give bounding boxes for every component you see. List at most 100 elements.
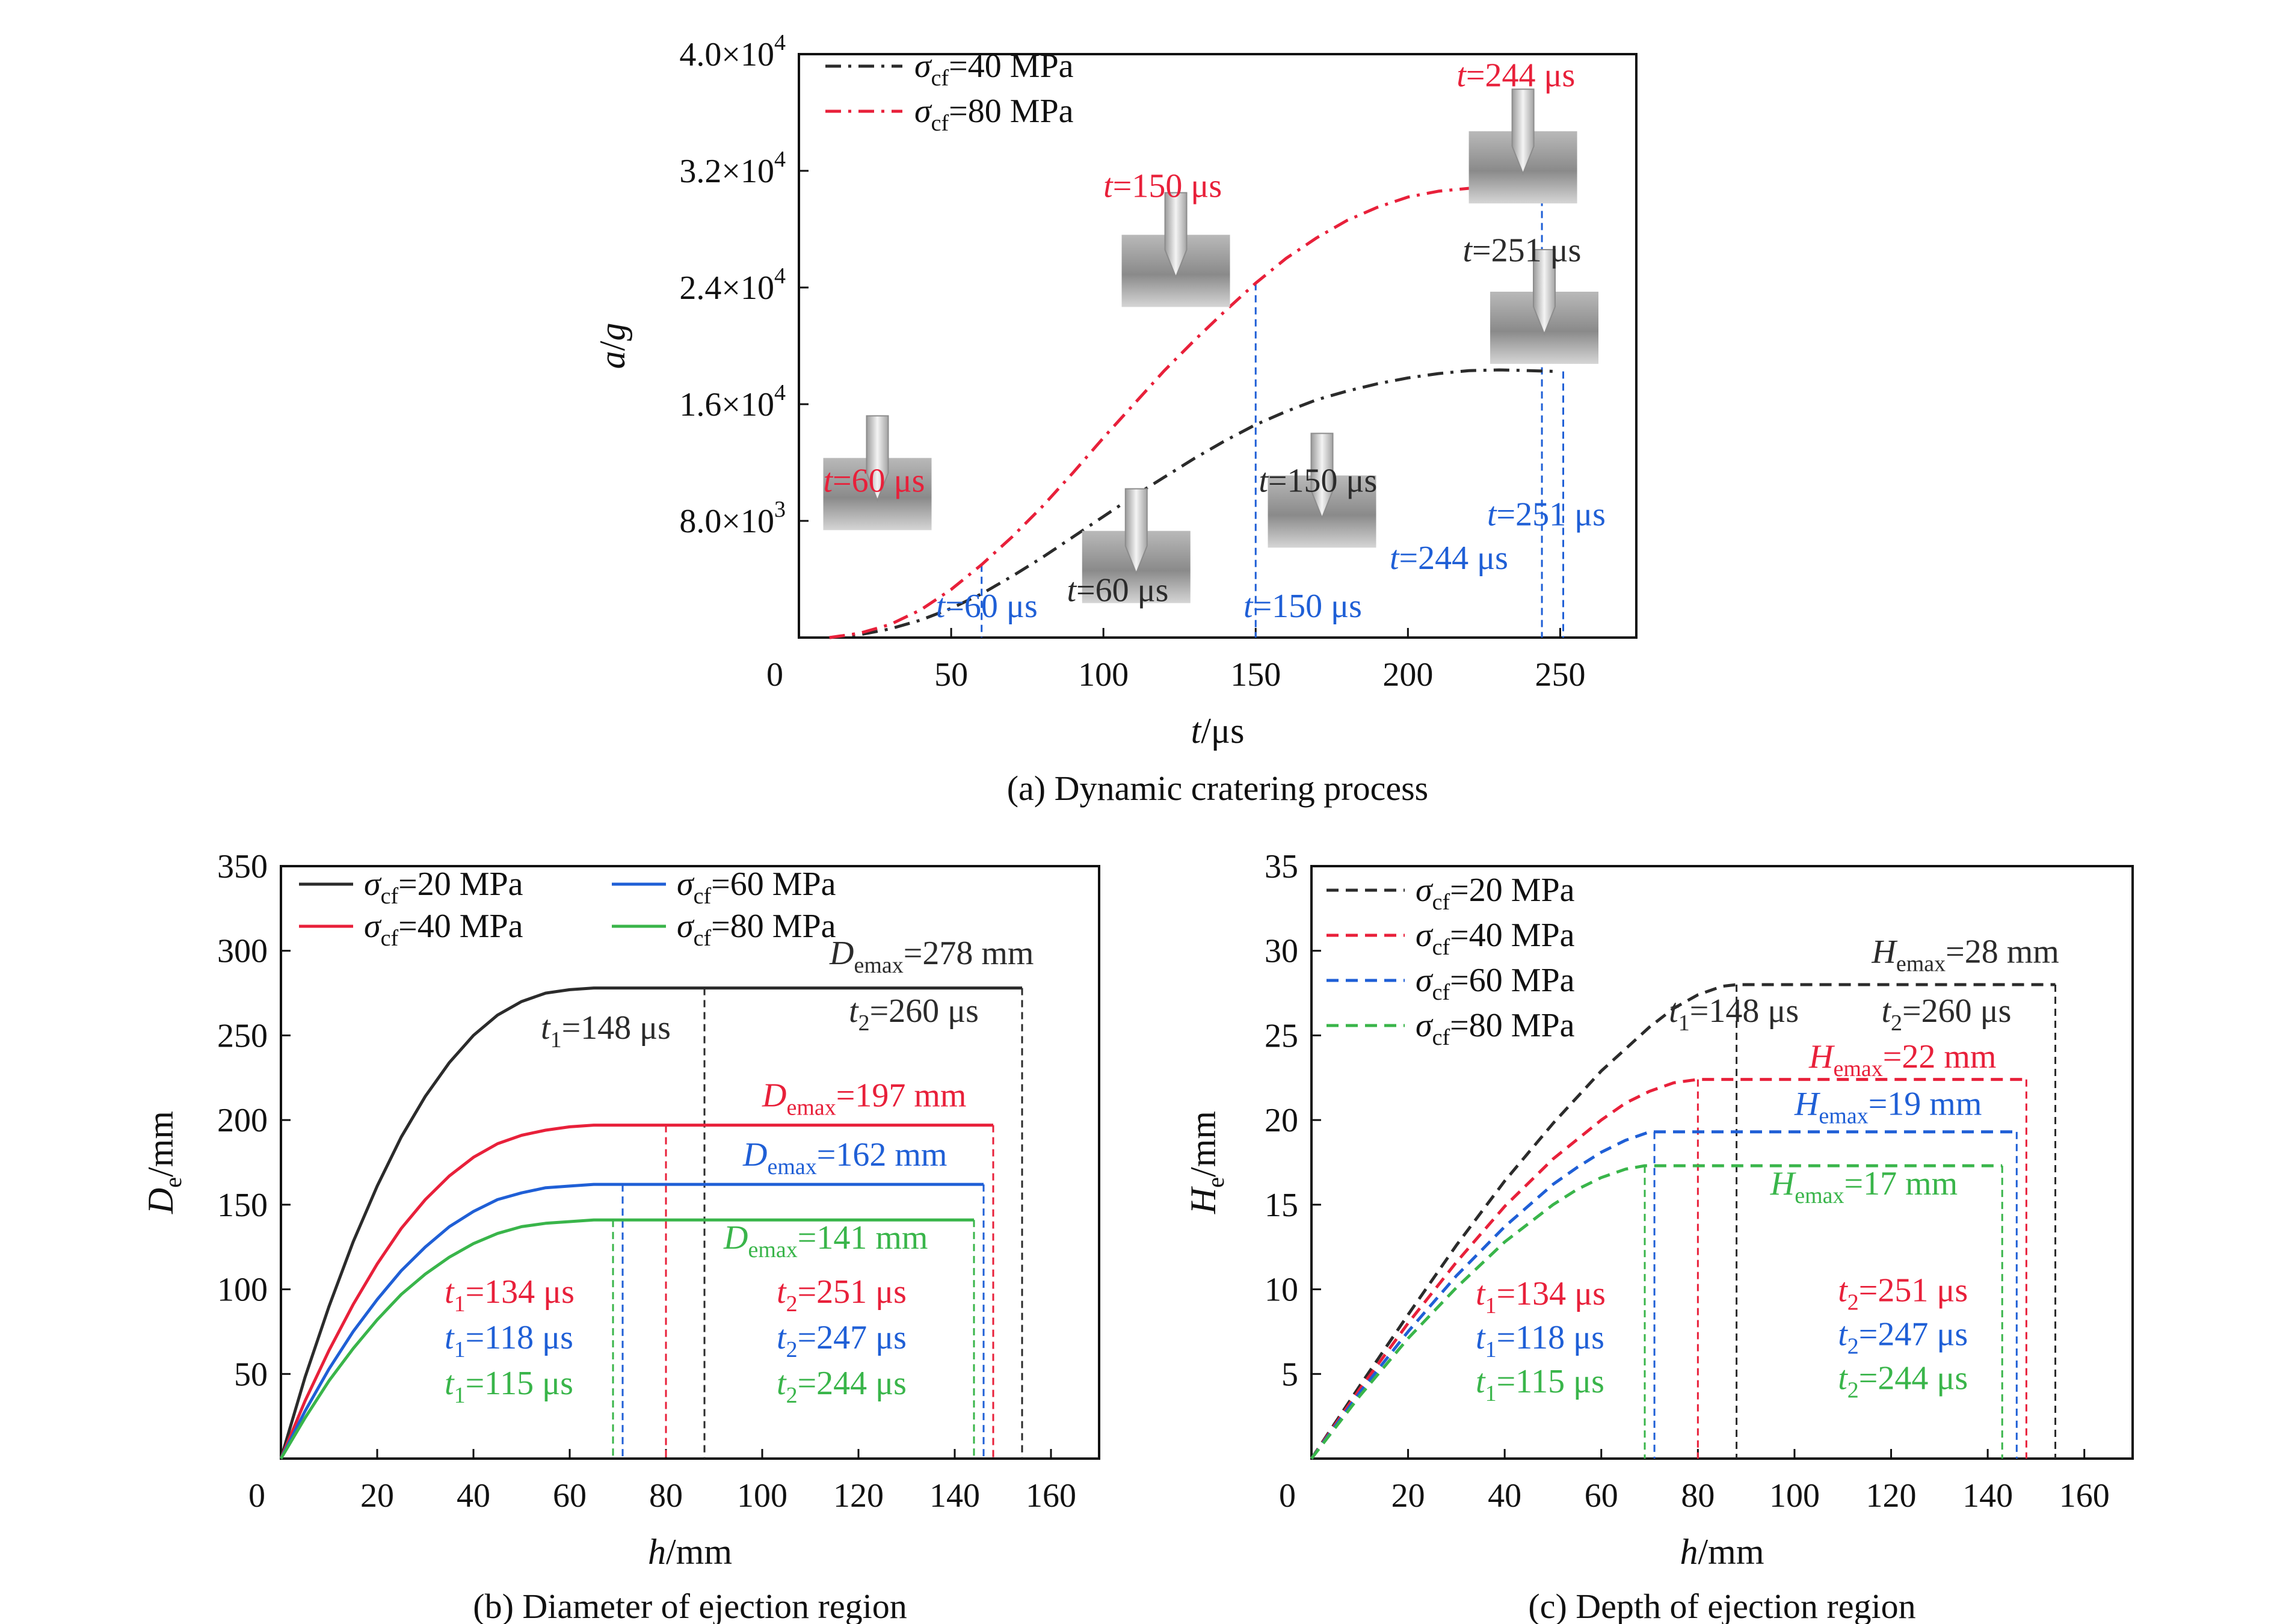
- annotation-label: Hemax=17 mm: [1770, 1165, 1958, 1208]
- x-tick-label: 200: [1382, 656, 1433, 694]
- x-tick-label: 80: [1681, 1477, 1715, 1515]
- series-line: [1310, 1130, 2017, 1460]
- annotation-label: t=60 μs: [936, 588, 1038, 625]
- series-line: [279, 1124, 993, 1459]
- annotation-label: t1=118 μs: [445, 1319, 573, 1362]
- crater-inset-image: [1468, 88, 1577, 204]
- legend-label: σcf=80 MPa: [1416, 1007, 1575, 1050]
- x-tick-label: 160: [2059, 1477, 2110, 1515]
- annotation-label: t=150 μs: [1103, 168, 1222, 205]
- annotation-label: Demax=278 mm: [829, 935, 1034, 978]
- x-tick-label: 60: [553, 1477, 587, 1515]
- crater-inset-image: [1082, 488, 1191, 603]
- crater-inset-image: [1121, 192, 1230, 307]
- projectile: [1511, 88, 1535, 175]
- annotation-label: t2=251 μs: [777, 1273, 907, 1317]
- legend-label: σcf=20 MPa: [1416, 872, 1575, 915]
- legend-label: σcf=60 MPa: [677, 866, 836, 909]
- y-tick-label: 50: [234, 1356, 268, 1393]
- annotation-label: t=244 μs: [1456, 57, 1575, 94]
- series-line: [829, 368, 1555, 639]
- annotation-label: t1=115 μs: [1476, 1363, 1604, 1406]
- series-line: [279, 986, 1022, 1459]
- projectile: [866, 415, 889, 502]
- panel-c-depth-ejection: 0 20 40 60 80 100 120 140 160 5 10 15 20 25 30 35 h/mm He…: [1183, 848, 2134, 1624]
- annotation-label: t2=244 μs: [777, 1365, 907, 1408]
- legend-label: σcf=60 MPa: [1416, 962, 1575, 1005]
- annotation-label: t=150 μs: [1259, 463, 1377, 500]
- y-tick-label: 200: [217, 1102, 268, 1139]
- x-tick-label: 0: [248, 1477, 265, 1515]
- y-tick-label: 15: [1265, 1187, 1298, 1224]
- projectile: [1164, 192, 1188, 279]
- annotation-label: t1=134 μs: [1476, 1275, 1606, 1318]
- annotation-label: Hemax=19 mm: [1794, 1086, 1982, 1129]
- y-tick-label: 35: [1265, 848, 1298, 885]
- annotation-label: t2=251 μs: [1838, 1272, 1968, 1315]
- y-tick-label: 350: [217, 848, 268, 885]
- annotation-label: t2=247 μs: [1838, 1315, 1968, 1359]
- x-tick-label: 50: [934, 656, 968, 694]
- series-line: [1310, 983, 2056, 1460]
- annotation-label: t=60 μs: [1067, 571, 1168, 609]
- series-line: [829, 185, 1542, 639]
- panel-caption: (b) Diameter of ejection region: [473, 1587, 907, 1624]
- y-tick-label: 3.2×104: [679, 147, 786, 190]
- y-tick-label: 8.0×103: [679, 497, 786, 540]
- projectile: [1124, 488, 1148, 575]
- legend-label: σcf=20 MPa: [364, 866, 523, 909]
- panel-caption: (c) Depth of ejection region: [1528, 1587, 1915, 1624]
- x-tick-label: 150: [1230, 656, 1281, 694]
- x-tick-label: 60: [1585, 1477, 1618, 1515]
- series-line: [279, 1183, 984, 1460]
- annotation-label: Demax=162 mm: [742, 1136, 947, 1180]
- x-tick-label: 40: [1488, 1477, 1521, 1515]
- legend-label: σcf=80 MPa: [677, 908, 836, 951]
- legend-label: σcf=40 MPa: [914, 48, 1074, 91]
- x-tick-label: 140: [929, 1477, 980, 1515]
- annotation-label: t=244 μs: [1390, 540, 1508, 577]
- panel-a-dynamic-cratering: 0 50 100 150 200 250 8.0×103 1.6×104 2.4×104 3.2×…: [593, 30, 1638, 808]
- y-tick-label: 2.4×104: [679, 263, 786, 307]
- annotation-label: t2=244 μs: [1838, 1360, 1968, 1403]
- crater-inset-image: [1268, 432, 1376, 548]
- series-line: [279, 1218, 974, 1460]
- x-axis-label: h/mm: [1680, 1532, 1764, 1572]
- annotation-label: t=251 μs: [1462, 232, 1581, 269]
- x-tick-label: 160: [1026, 1477, 1076, 1515]
- y-axis-label: a/g: [593, 323, 632, 369]
- series-line: [1310, 1164, 2003, 1460]
- annotation-label: t=60 μs: [823, 463, 925, 500]
- y-tick-label: 20: [1265, 1102, 1298, 1139]
- x-tick-label: 140: [1962, 1477, 2013, 1515]
- y-tick-label: 5: [1281, 1356, 1298, 1393]
- annotation-label: t1=115 μs: [445, 1365, 573, 1408]
- annotation-label: Hemax=28 mm: [1871, 933, 2059, 976]
- legend-label: σcf=80 MPa: [914, 93, 1074, 136]
- x-tick-label: 0: [766, 656, 783, 694]
- x-tick-label: 0: [1279, 1477, 1296, 1515]
- y-tick-label: 150: [217, 1187, 268, 1224]
- annotation-label: t1=134 μs: [445, 1273, 575, 1317]
- plot-frame: [798, 53, 1638, 639]
- y-tick-label: 300: [217, 933, 268, 970]
- y-tick-label: 30: [1265, 933, 1298, 970]
- crater-inset-image: [823, 415, 932, 531]
- legend-label: σcf=40 MPa: [364, 908, 523, 951]
- projectile: [1533, 248, 1556, 336]
- annotation-label: Hemax=22 mm: [1808, 1038, 1996, 1081]
- projectile: [1310, 432, 1334, 520]
- annotation-label: t=150 μs: [1243, 588, 1362, 625]
- x-tick-label: 20: [1391, 1477, 1425, 1515]
- annotation-label: t2=260 μs: [849, 992, 979, 1036]
- x-tick-label: 120: [833, 1477, 884, 1515]
- annotation-label: t1=148 μs: [541, 1009, 671, 1053]
- y-tick-label: 250: [217, 1017, 268, 1054]
- plot-frame: [1310, 865, 2134, 1460]
- series-line: [1310, 1078, 2027, 1460]
- annotation-label: t2=247 μs: [777, 1319, 907, 1362]
- x-tick-label: 120: [1866, 1477, 1917, 1515]
- legend-label: σcf=40 MPa: [1416, 917, 1575, 960]
- crater-inset-image: [1490, 248, 1599, 364]
